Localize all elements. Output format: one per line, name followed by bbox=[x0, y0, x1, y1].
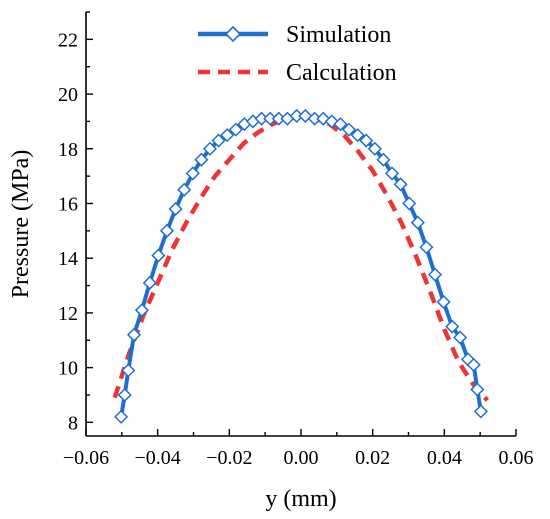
y-tick-label: 18 bbox=[58, 139, 78, 161]
y-tick-label: 10 bbox=[58, 358, 78, 380]
simulation-point bbox=[393, 177, 408, 192]
x-tick-label: −0.06 bbox=[63, 447, 109, 469]
x-tick-label: −0.04 bbox=[135, 447, 181, 469]
simulation-point bbox=[333, 117, 348, 132]
simulation-point bbox=[402, 196, 417, 211]
series-layer bbox=[112, 108, 489, 424]
simulation-point bbox=[121, 363, 136, 378]
legend-calculation-label: Calculation bbox=[286, 60, 397, 86]
calculation-series-line bbox=[112, 113, 489, 402]
simulation-point bbox=[134, 303, 149, 318]
simulation-point bbox=[117, 387, 132, 403]
y-tick-label: 12 bbox=[58, 303, 78, 325]
simulation-point bbox=[194, 152, 209, 167]
simulation-point bbox=[114, 409, 129, 424]
simulation-point bbox=[466, 357, 481, 372]
simulation-point bbox=[126, 327, 142, 342]
x-axis-title: y (mm) bbox=[265, 486, 336, 512]
y-tick-label: 16 bbox=[58, 193, 78, 215]
simulation-point bbox=[185, 166, 200, 181]
simulation-point bbox=[419, 240, 434, 255]
simulation-point bbox=[168, 201, 183, 217]
legend-simulation-marker bbox=[224, 25, 242, 43]
x-tick-label: 0.04 bbox=[427, 447, 462, 469]
y-tick-label: 22 bbox=[58, 29, 78, 51]
y-tick-label: 14 bbox=[58, 248, 78, 270]
simulation-point bbox=[350, 128, 365, 143]
x-tick-label: −0.02 bbox=[206, 447, 252, 469]
simulation-point bbox=[453, 330, 468, 345]
simulation-point bbox=[211, 133, 226, 148]
axes: −0.06 −0.04 −0.02 0.00 0.02 0.04 0.06 8 10 12 14 16… bbox=[58, 11, 534, 469]
simulation-point bbox=[202, 141, 218, 156]
simulation-point bbox=[427, 267, 443, 282]
simulation-point bbox=[367, 141, 382, 156]
x-tick-label: 0.00 bbox=[284, 447, 319, 469]
y-axis-title: Pressure (MPa) bbox=[8, 150, 34, 299]
simulation-series-line bbox=[119, 113, 483, 418]
simulation-point bbox=[159, 223, 175, 238]
simulation-point bbox=[341, 122, 357, 137]
simulation-point bbox=[142, 275, 157, 290]
simulation-point bbox=[220, 128, 235, 143]
legend: Simulation Calculation bbox=[198, 22, 397, 86]
simulation-point bbox=[151, 248, 166, 263]
y-tick-label: 20 bbox=[58, 84, 78, 106]
legend-simulation-label: Simulation bbox=[286, 22, 391, 48]
simulation-point bbox=[436, 294, 451, 310]
simulation-point bbox=[177, 182, 192, 197]
simulation-point bbox=[384, 166, 400, 181]
x-tick-label: 0.02 bbox=[355, 447, 390, 469]
simulation-point bbox=[376, 152, 391, 167]
y-tick-label: 8 bbox=[68, 412, 78, 434]
simulation-point bbox=[470, 382, 485, 397]
simulation-point bbox=[473, 404, 488, 419]
simulation-point bbox=[359, 133, 374, 148]
simulation-point bbox=[410, 215, 425, 230]
x-tick-label: 0.06 bbox=[499, 447, 534, 469]
simulation-point bbox=[445, 319, 460, 334]
simulation-point bbox=[228, 122, 243, 137]
